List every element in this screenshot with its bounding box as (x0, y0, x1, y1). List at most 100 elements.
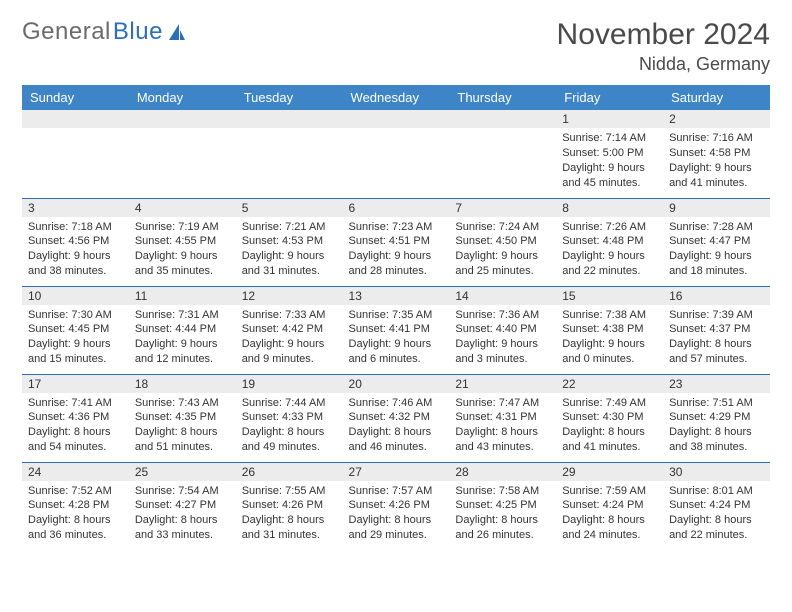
daylight-text: Daylight: 8 hours and 36 minutes. (28, 513, 123, 543)
daylight-text: Daylight: 8 hours and 49 minutes. (242, 425, 337, 455)
sunrise-text: Sunrise: 7:54 AM (135, 484, 230, 499)
sunset-text: Sunset: 4:51 PM (349, 234, 444, 249)
calendar-week-row: 1Sunrise: 7:14 AMSunset: 5:00 PMDaylight… (22, 110, 770, 198)
sunset-text: Sunset: 4:53 PM (242, 234, 337, 249)
day-number: 8 (556, 199, 663, 217)
calendar-cell: 1Sunrise: 7:14 AMSunset: 5:00 PMDaylight… (556, 110, 663, 198)
day-details: Sunrise: 7:43 AMSunset: 4:35 PMDaylight:… (129, 393, 236, 461)
day-number: 3 (22, 199, 129, 217)
day-number: 6 (343, 199, 450, 217)
day-number (449, 110, 556, 128)
sunrise-text: Sunrise: 7:57 AM (349, 484, 444, 499)
day-details: Sunrise: 7:59 AMSunset: 4:24 PMDaylight:… (556, 481, 663, 549)
calendar-cell: 26Sunrise: 7:55 AMSunset: 4:26 PMDayligh… (236, 462, 343, 550)
sunset-text: Sunset: 4:33 PM (242, 410, 337, 425)
day-number: 30 (663, 463, 770, 481)
day-number: 18 (129, 375, 236, 393)
location: Nidda, Germany (557, 54, 770, 75)
day-number: 19 (236, 375, 343, 393)
day-details: Sunrise: 7:14 AMSunset: 5:00 PMDaylight:… (556, 128, 663, 196)
sunset-text: Sunset: 4:26 PM (242, 498, 337, 513)
daylight-text: Daylight: 9 hours and 3 minutes. (455, 337, 550, 367)
sunset-text: Sunset: 4:55 PM (135, 234, 230, 249)
sunrise-text: Sunrise: 7:52 AM (28, 484, 123, 499)
sunrise-text: Sunrise: 7:41 AM (28, 396, 123, 411)
calendar-cell: 5Sunrise: 7:21 AMSunset: 4:53 PMDaylight… (236, 198, 343, 286)
day-details: Sunrise: 7:35 AMSunset: 4:41 PMDaylight:… (343, 305, 450, 373)
sunrise-text: Sunrise: 7:46 AM (349, 396, 444, 411)
calendar-cell (129, 110, 236, 198)
calendar-cell: 21Sunrise: 7:47 AMSunset: 4:31 PMDayligh… (449, 374, 556, 462)
day-details: Sunrise: 7:49 AMSunset: 4:30 PMDaylight:… (556, 393, 663, 461)
sunset-text: Sunset: 4:31 PM (455, 410, 550, 425)
calendar-cell: 29Sunrise: 7:59 AMSunset: 4:24 PMDayligh… (556, 462, 663, 550)
day-details: Sunrise: 7:41 AMSunset: 4:36 PMDaylight:… (22, 393, 129, 461)
day-number: 10 (22, 287, 129, 305)
daylight-text: Daylight: 8 hours and 43 minutes. (455, 425, 550, 455)
weekday-header: Monday (129, 85, 236, 110)
sunset-text: Sunset: 4:35 PM (135, 410, 230, 425)
day-details: Sunrise: 7:33 AMSunset: 4:42 PMDaylight:… (236, 305, 343, 373)
sunrise-text: Sunrise: 7:30 AM (28, 308, 123, 323)
weekday-header-row: Sunday Monday Tuesday Wednesday Thursday… (22, 85, 770, 110)
calendar-cell: 2Sunrise: 7:16 AMSunset: 4:58 PMDaylight… (663, 110, 770, 198)
day-details: Sunrise: 7:21 AMSunset: 4:53 PMDaylight:… (236, 217, 343, 285)
brand-part1: General (22, 18, 111, 46)
day-number: 23 (663, 375, 770, 393)
daylight-text: Daylight: 9 hours and 6 minutes. (349, 337, 444, 367)
daylight-text: Daylight: 8 hours and 29 minutes. (349, 513, 444, 543)
day-details (449, 128, 556, 137)
calendar-cell: 11Sunrise: 7:31 AMSunset: 4:44 PMDayligh… (129, 286, 236, 374)
daylight-text: Daylight: 9 hours and 0 minutes. (562, 337, 657, 367)
daylight-text: Daylight: 9 hours and 31 minutes. (242, 249, 337, 279)
sunrise-text: Sunrise: 7:18 AM (28, 220, 123, 235)
daylight-text: Daylight: 8 hours and 22 minutes. (669, 513, 764, 543)
daylight-text: Daylight: 8 hours and 54 minutes. (28, 425, 123, 455)
sunrise-text: Sunrise: 7:51 AM (669, 396, 764, 411)
calendar-cell: 13Sunrise: 7:35 AMSunset: 4:41 PMDayligh… (343, 286, 450, 374)
sunrise-text: Sunrise: 7:59 AM (562, 484, 657, 499)
day-details: Sunrise: 7:58 AMSunset: 4:25 PMDaylight:… (449, 481, 556, 549)
sunrise-text: Sunrise: 7:33 AM (242, 308, 337, 323)
day-details: Sunrise: 7:55 AMSunset: 4:26 PMDaylight:… (236, 481, 343, 549)
calendar-week-row: 10Sunrise: 7:30 AMSunset: 4:45 PMDayligh… (22, 286, 770, 374)
sunrise-text: Sunrise: 7:58 AM (455, 484, 550, 499)
sunrise-text: Sunrise: 7:21 AM (242, 220, 337, 235)
calendar-cell: 23Sunrise: 7:51 AMSunset: 4:29 PMDayligh… (663, 374, 770, 462)
day-details: Sunrise: 7:31 AMSunset: 4:44 PMDaylight:… (129, 305, 236, 373)
day-details: Sunrise: 7:54 AMSunset: 4:27 PMDaylight:… (129, 481, 236, 549)
day-number: 12 (236, 287, 343, 305)
day-number: 26 (236, 463, 343, 481)
calendar-cell: 8Sunrise: 7:26 AMSunset: 4:48 PMDaylight… (556, 198, 663, 286)
day-number (236, 110, 343, 128)
day-number: 14 (449, 287, 556, 305)
sunrise-text: Sunrise: 7:55 AM (242, 484, 337, 499)
daylight-text: Daylight: 8 hours and 26 minutes. (455, 513, 550, 543)
calendar-week-row: 24Sunrise: 7:52 AMSunset: 4:28 PMDayligh… (22, 462, 770, 550)
day-number: 5 (236, 199, 343, 217)
calendar-cell: 24Sunrise: 7:52 AMSunset: 4:28 PMDayligh… (22, 462, 129, 550)
sunset-text: Sunset: 4:27 PM (135, 498, 230, 513)
sunrise-text: Sunrise: 7:35 AM (349, 308, 444, 323)
daylight-text: Daylight: 9 hours and 28 minutes. (349, 249, 444, 279)
sunrise-text: Sunrise: 7:38 AM (562, 308, 657, 323)
calendar-cell: 19 Sunrise: 7:44 AMSunset: 4:33 PMDayligh… (236, 374, 343, 462)
daylight-text: Daylight: 8 hours and 33 minutes. (135, 513, 230, 543)
calendar-cell: 6Sunrise: 7:23 AMSunset: 4:51 PMDaylight… (343, 198, 450, 286)
sunrise-text: Sunrise: 7:44 AM (242, 396, 337, 411)
sunset-text: Sunset: 4:24 PM (562, 498, 657, 513)
sunrise-text: Sunrise: 7:26 AM (562, 220, 657, 235)
day-details: Sunrise: 7:24 AMSunset: 4:50 PMDaylight:… (449, 217, 556, 285)
daylight-text: Daylight: 8 hours and 31 minutes. (242, 513, 337, 543)
day-number: 29 (556, 463, 663, 481)
day-details: Sunrise: 7:46 AMSunset: 4:32 PMDaylight:… (343, 393, 450, 461)
calendar-cell: 25Sunrise: 7:54 AMSunset: 4:27 PMDayligh… (129, 462, 236, 550)
daylight-text: Daylight: 9 hours and 38 minutes. (28, 249, 123, 279)
day-number: 15 (556, 287, 663, 305)
calendar-cell (449, 110, 556, 198)
day-details: Sunrise: 7:23 AMSunset: 4:51 PMDaylight:… (343, 217, 450, 285)
day-details (22, 128, 129, 137)
day-details: Sunrise: 7:19 AMSunset: 4:55 PMDaylight:… (129, 217, 236, 285)
daylight-text: Daylight: 9 hours and 41 minutes. (669, 161, 764, 191)
sunrise-text: Sunrise: 7:23 AM (349, 220, 444, 235)
